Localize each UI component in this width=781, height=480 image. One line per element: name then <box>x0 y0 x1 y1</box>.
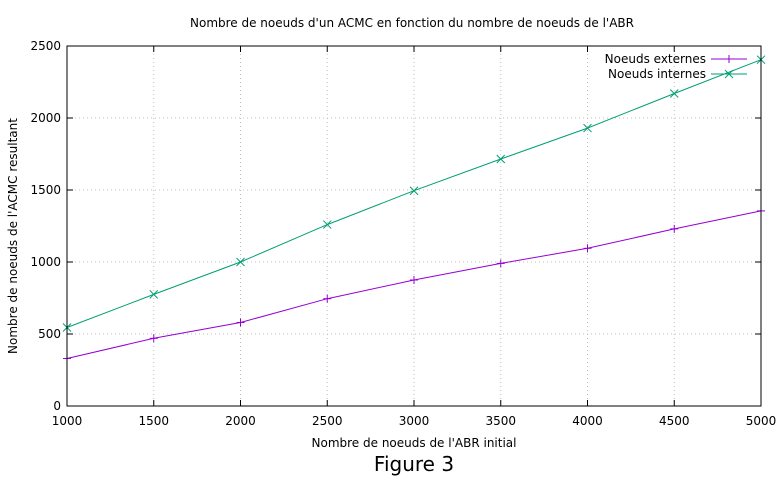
x-tick-label: 1000 <box>52 414 83 428</box>
chart-title: Nombre de noeuds d'un ACMC en fonction d… <box>190 16 634 30</box>
data-point <box>669 89 679 98</box>
x-axis-label: Nombre de noeuds de l'ABR initial <box>312 436 517 450</box>
data-point <box>149 334 158 343</box>
x-tick-label: 2500 <box>312 414 343 428</box>
legend-label: Noeuds internes <box>608 67 706 81</box>
x-tick-label: 5000 <box>746 414 777 428</box>
series-layer <box>62 55 766 363</box>
x-tick-label: 3500 <box>485 414 516 428</box>
grid <box>67 46 761 406</box>
legend-marker <box>724 69 734 79</box>
data-point <box>583 123 592 133</box>
data-point <box>670 224 679 233</box>
data-point <box>236 318 245 327</box>
legend-label: Noeuds externes <box>605 52 706 66</box>
series-line-0 <box>66 210 762 359</box>
y-tick-label: 1500 <box>30 183 61 197</box>
y-axis-label: Nombre de noeuds de l'ACMC resultant <box>6 118 20 354</box>
y-tick-label: 0 <box>53 399 61 413</box>
x-tick-label: 4500 <box>659 414 690 428</box>
data-point <box>496 154 506 164</box>
series-line-1 <box>66 59 762 328</box>
data-point <box>323 294 332 303</box>
data-point <box>583 244 592 253</box>
x-tick-label: 1500 <box>138 414 169 428</box>
data-point <box>496 259 505 268</box>
data-point <box>409 186 419 196</box>
data-point <box>236 257 245 267</box>
x-tick-label: 4000 <box>572 414 603 428</box>
y-tick-label: 500 <box>38 327 61 341</box>
data-point <box>322 220 332 229</box>
x-tick-label: 3000 <box>399 414 430 428</box>
y-tick-label: 2500 <box>30 39 61 53</box>
legend-marker <box>725 55 733 63</box>
x-tick-label: 2000 <box>225 414 256 428</box>
data-point <box>410 276 418 284</box>
data-point <box>149 290 159 299</box>
y-tick-label: 2000 <box>30 111 61 125</box>
figure-caption: Figure 3 <box>373 452 455 476</box>
y-tick-label: 1000 <box>30 255 61 269</box>
axes: 1000 1500 2000 2500 3000 3500 4000 4500 5000 0 500… <box>30 39 776 428</box>
